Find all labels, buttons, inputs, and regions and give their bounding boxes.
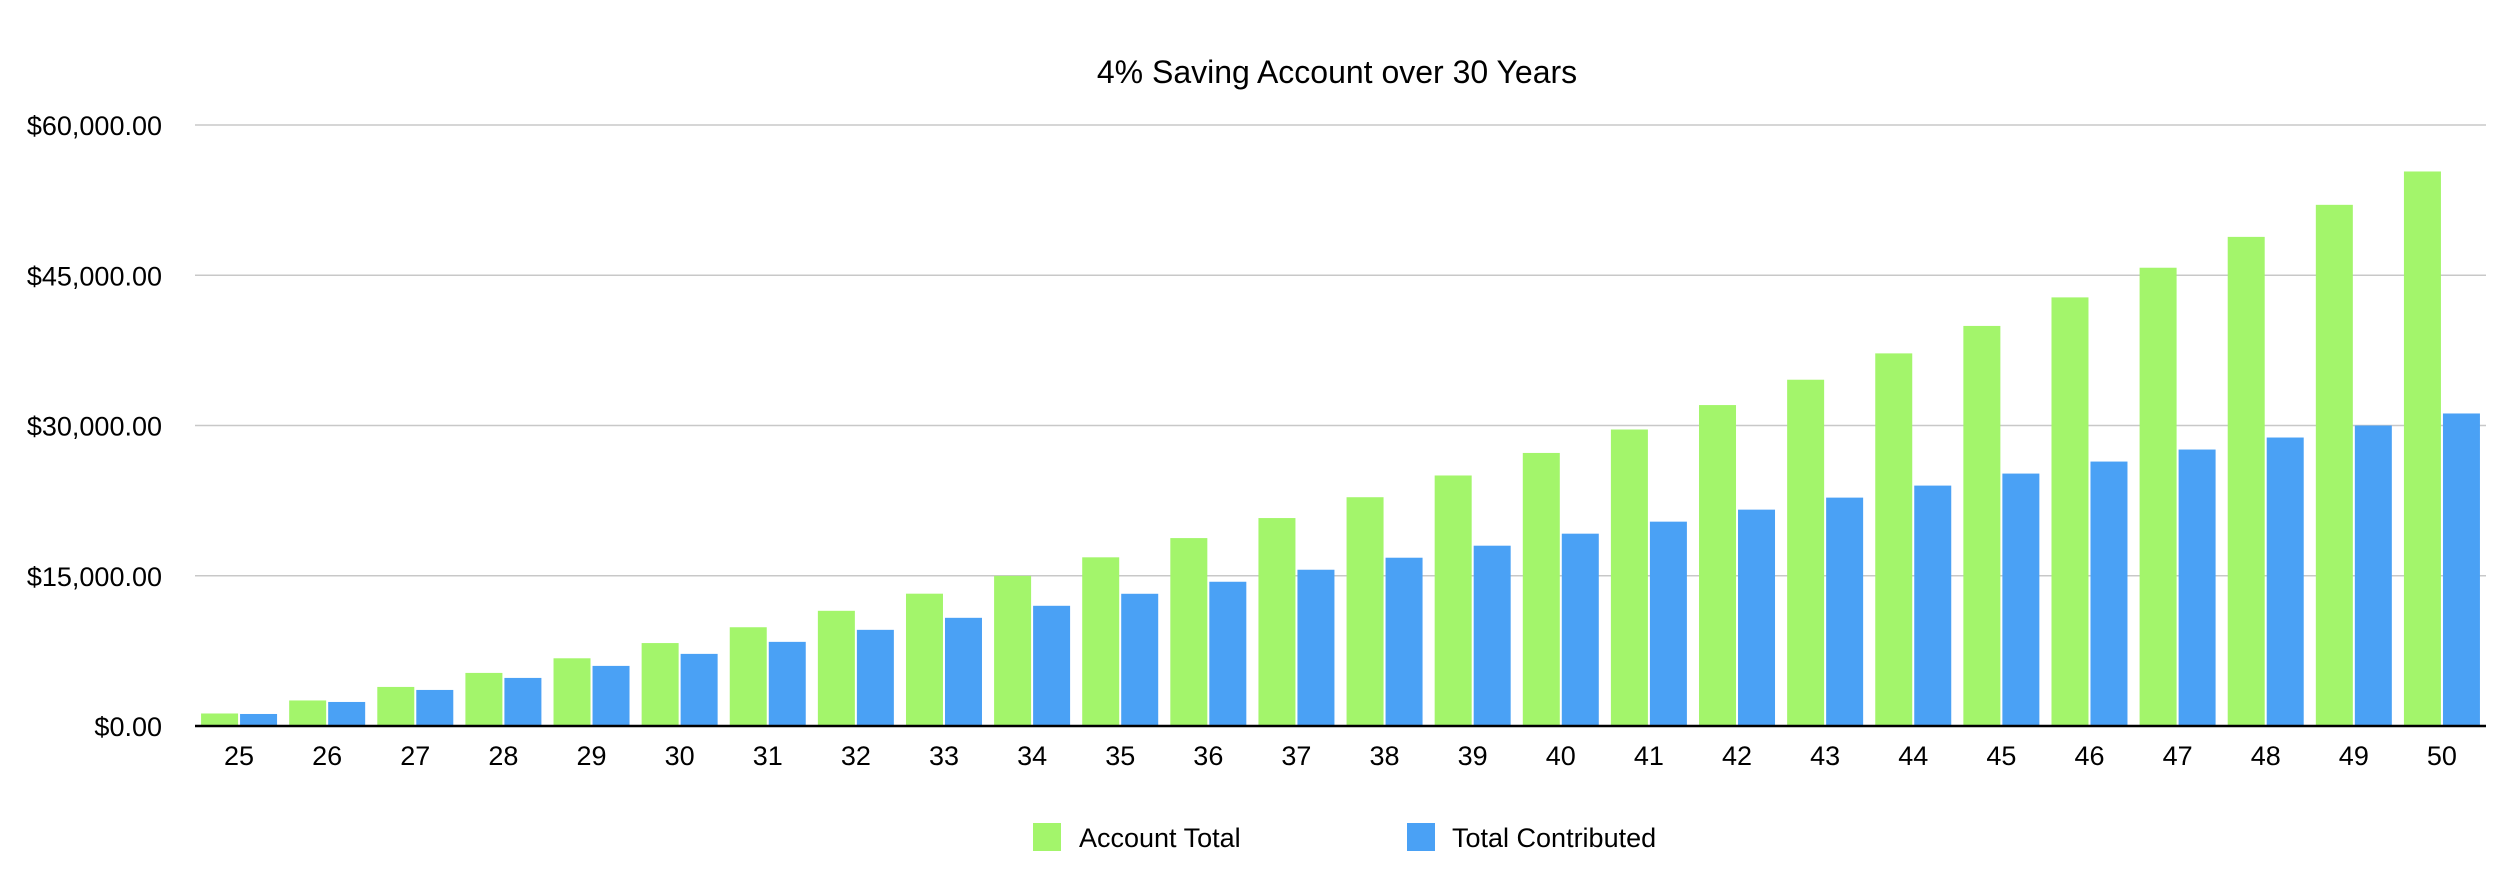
x-tick-label: 27: [400, 741, 430, 771]
y-tick-label: $15,000.00: [27, 562, 162, 592]
x-tick-label: 30: [665, 741, 695, 771]
account-total-bar: [1875, 353, 1913, 726]
x-tick-label: 45: [1986, 741, 2016, 771]
x-tick-label: 44: [1898, 741, 1928, 771]
legend-swatch: [1033, 823, 1061, 851]
total-contributed-bar: [416, 689, 454, 726]
total-contributed-bar: [2178, 449, 2216, 726]
x-tick-label: 50: [2427, 741, 2457, 771]
account-total-bar: [553, 658, 591, 726]
total-contributed-bar: [1473, 545, 1511, 726]
account-total-bar: [1699, 405, 1737, 726]
total-contributed-bar: [328, 701, 366, 726]
account-total-bar: [2227, 236, 2265, 726]
account-total-bar: [994, 575, 1032, 726]
x-axis-tick-labels: 25 26 27 28 29 30 31 32 33 34 35 36 37 38 39 40 41 42 43 44…: [224, 741, 2457, 771]
x-tick-label: 48: [2251, 741, 2281, 771]
legend-label: Total Contributed: [1452, 823, 1656, 853]
x-tick-label: 42: [1722, 741, 1752, 771]
chart-title: 4% Saving Account over 30 Years: [1097, 54, 1577, 90]
total-contributed-bar: [1297, 569, 1335, 726]
total-contributed-bar: [1649, 521, 1687, 726]
account-total-bar: [289, 700, 327, 726]
account-total-bar: [2051, 297, 2089, 726]
y-tick-label: $0.00: [94, 712, 162, 742]
total-contributed-bar: [768, 641, 806, 726]
x-tick-label: 38: [1370, 741, 1400, 771]
account-total-bar: [2403, 171, 2441, 726]
account-total-bar: [729, 627, 767, 726]
account-total-bar: [1610, 429, 1648, 726]
account-total-bar: [1258, 518, 1296, 726]
total-contributed-bar: [944, 617, 982, 726]
account-total-bar: [1522, 452, 1560, 726]
x-tick-label: 26: [312, 741, 342, 771]
x-tick-label: 25: [224, 741, 254, 771]
x-tick-label: 35: [1105, 741, 1135, 771]
x-tick-label: 29: [576, 741, 606, 771]
account-total-bar: [905, 593, 943, 726]
total-contributed-bar: [1826, 497, 1864, 726]
y-tick-label: $45,000.00: [27, 261, 162, 291]
total-contributed-bar: [1385, 557, 1423, 726]
total-contributed-bar: [1914, 485, 1952, 726]
account-total-bar: [201, 713, 239, 726]
total-contributed-bar: [1121, 593, 1159, 726]
x-tick-label: 41: [1634, 741, 1664, 771]
x-tick-label: 43: [1810, 741, 1840, 771]
total-contributed-bar: [2354, 425, 2392, 726]
total-contributed-bar: [1209, 581, 1247, 726]
account-total-bar: [1787, 379, 1825, 726]
account-total-bar: [817, 610, 855, 726]
account-total-bar: [1346, 497, 1384, 726]
legend-label: Account Total: [1079, 823, 1241, 853]
legend: Account Total Total Contributed: [1033, 823, 1656, 853]
account-total-bar: [465, 672, 503, 726]
y-axis-tick-labels: $0.00 $15,000.00 $30,000.00 $45,000.00 $60,0…: [27, 111, 162, 742]
legend-swatch: [1407, 823, 1435, 851]
account-total-bar: [377, 686, 415, 726]
account-total-bar: [2315, 204, 2353, 727]
account-total-bar: [1170, 538, 1208, 726]
x-tick-label: 28: [488, 741, 518, 771]
y-tick-label: $30,000.00: [27, 412, 162, 442]
account-total-bar: [1434, 475, 1472, 726]
bars: [201, 171, 2480, 727]
x-tick-label: 46: [2074, 741, 2104, 771]
total-contributed-bar: [1561, 533, 1599, 726]
account-total-bar: [641, 643, 679, 726]
total-contributed-bar: [2442, 413, 2480, 726]
y-tick-label: $60,000.00: [27, 111, 162, 141]
account-total-bar: [1082, 557, 1120, 726]
account-total-bar: [2139, 267, 2177, 726]
total-contributed-bar: [2090, 461, 2128, 726]
total-contributed-bar: [1033, 605, 1071, 726]
x-tick-label: 33: [929, 741, 959, 771]
x-tick-label: 36: [1193, 741, 1223, 771]
total-contributed-bar: [1738, 509, 1776, 726]
x-tick-label: 34: [1017, 741, 1047, 771]
x-tick-label: 37: [1281, 741, 1311, 771]
total-contributed-bar: [240, 713, 278, 726]
total-contributed-bar: [504, 677, 542, 726]
total-contributed-bar: [856, 629, 894, 726]
account-total-bar: [1963, 325, 2001, 726]
x-tick-label: 49: [2339, 741, 2369, 771]
x-tick-label: 31: [753, 741, 783, 771]
x-tick-label: 39: [1458, 741, 1488, 771]
total-contributed-bar: [592, 665, 630, 726]
total-contributed-bar: [2002, 473, 2040, 726]
x-tick-label: 32: [841, 741, 871, 771]
x-tick-label: 47: [2163, 741, 2193, 771]
x-tick-label: 40: [1546, 741, 1576, 771]
total-contributed-bar: [2266, 437, 2304, 726]
total-contributed-bar: [680, 653, 718, 726]
